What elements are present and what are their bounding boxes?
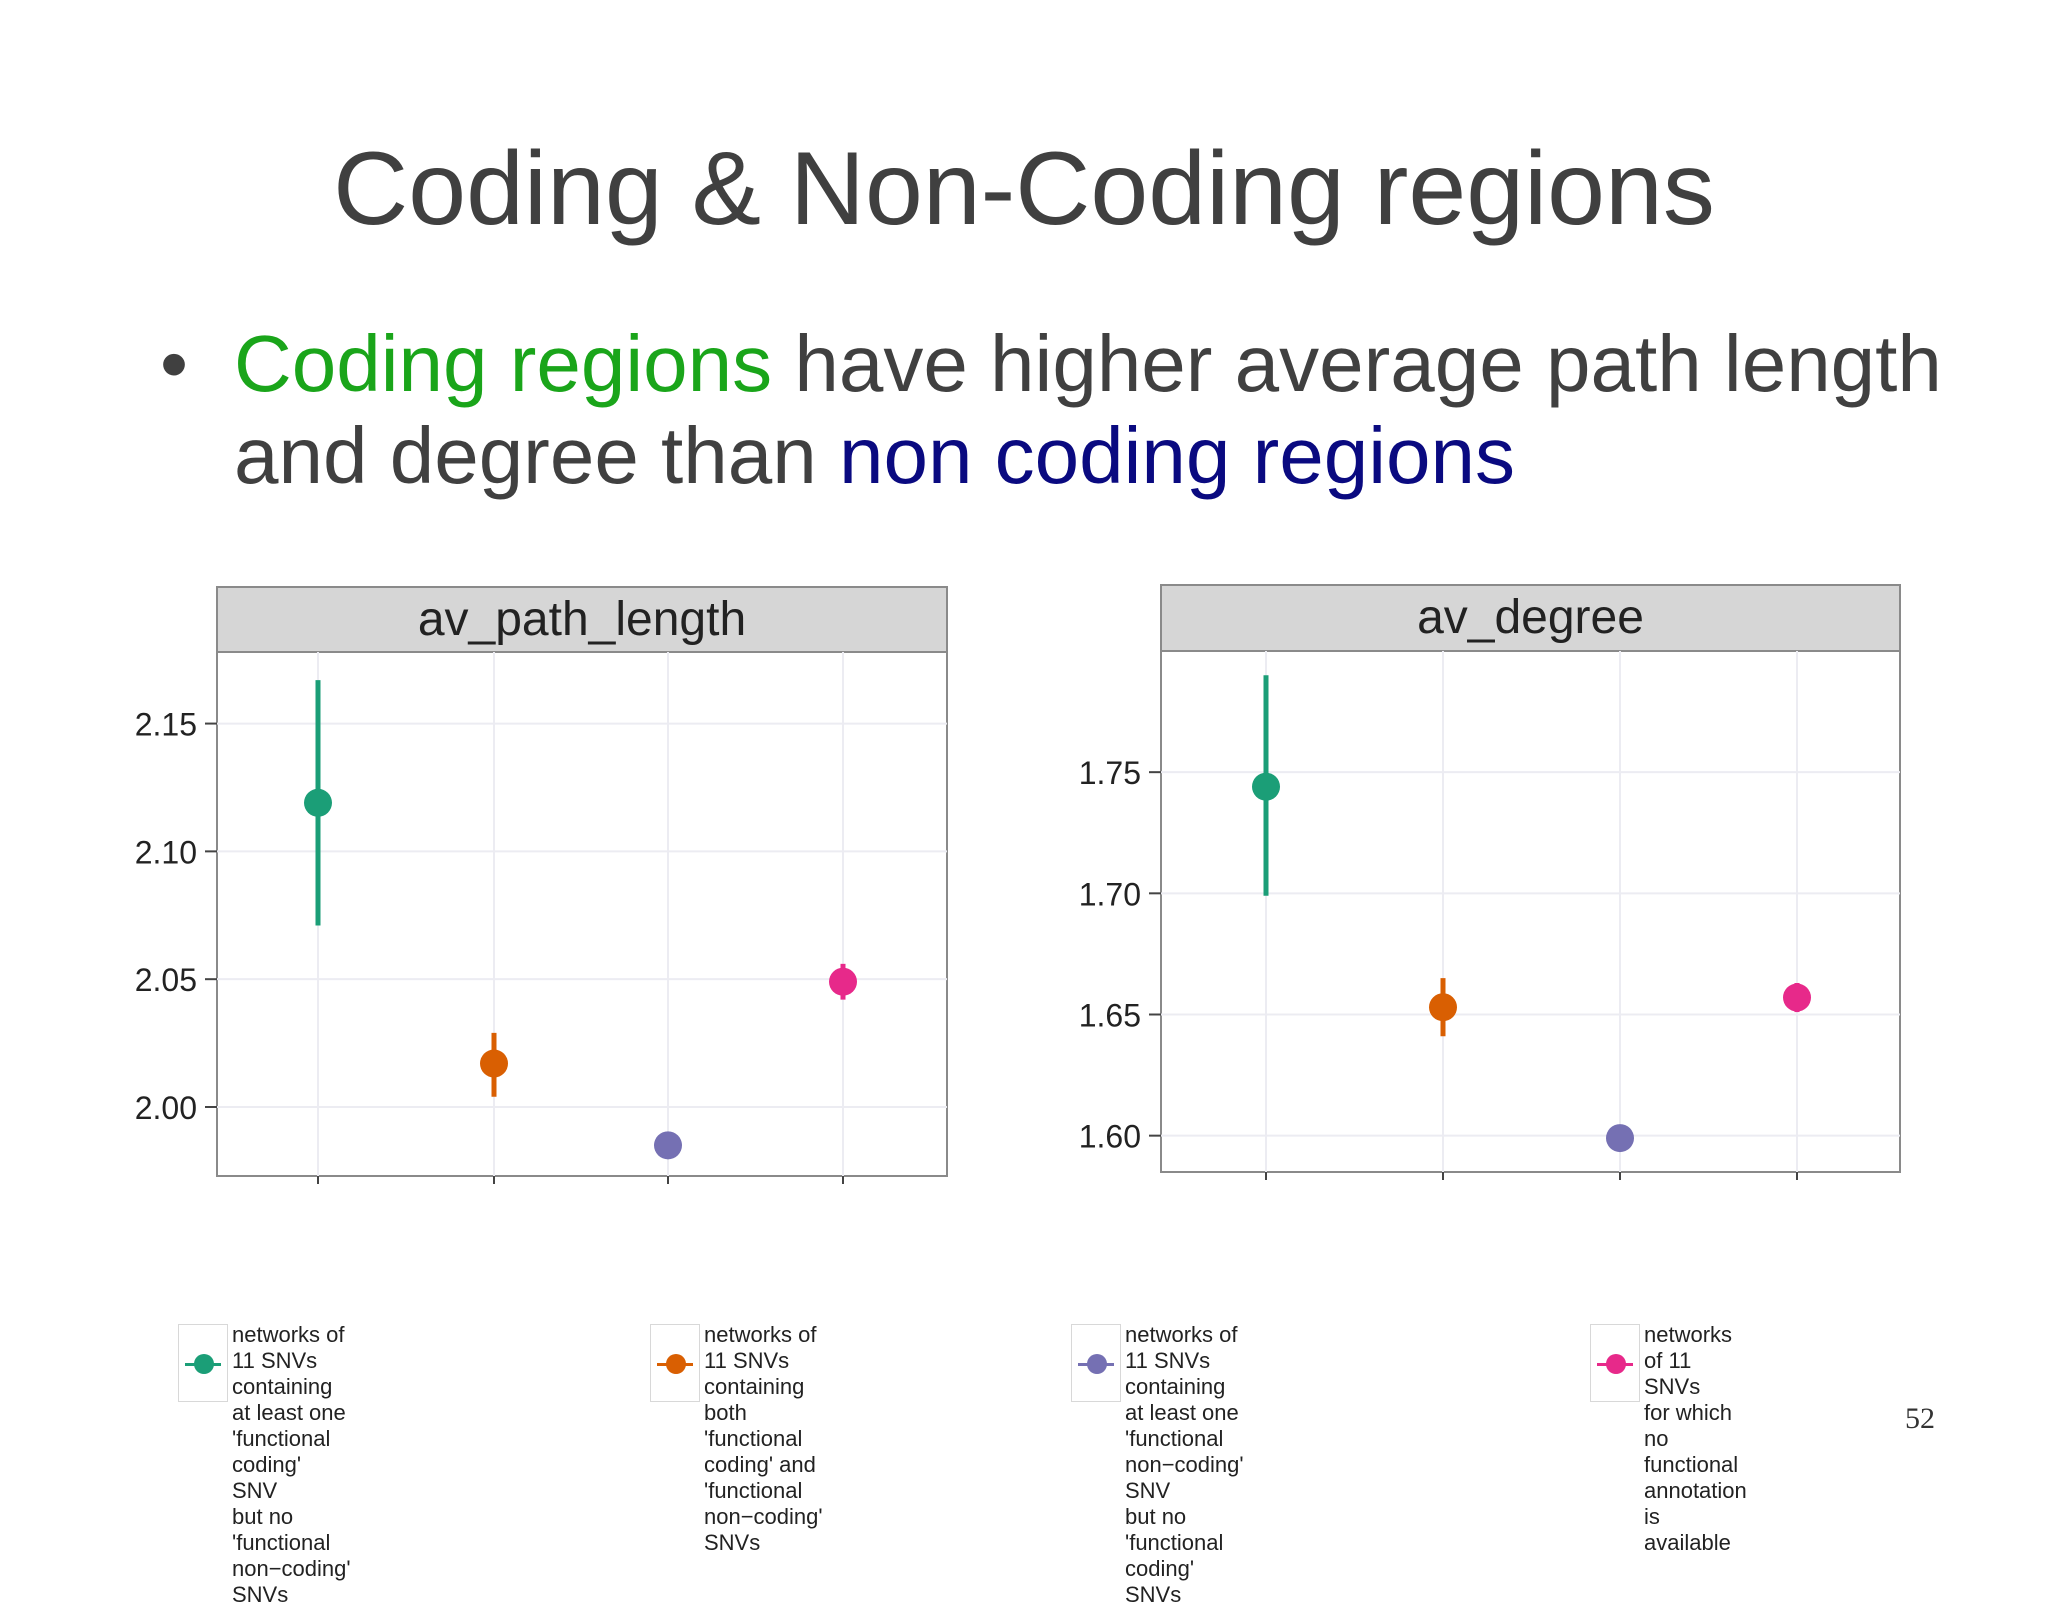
data-point <box>1429 993 1457 1022</box>
legend-key <box>1590 1324 1640 1402</box>
legend-key <box>178 1324 228 1402</box>
chart-legend: networks of 11 SNVs containing at least … <box>178 1322 1908 1607</box>
facet-title: av_degree <box>1417 591 1644 644</box>
data-point <box>1252 772 1280 801</box>
y-tick-label: 2.00 <box>135 1090 197 1126</box>
legend-key <box>650 1324 700 1402</box>
slide-title: Coding & Non-Coding regions <box>333 131 1715 247</box>
y-tick-label: 1.65 <box>1079 997 1141 1033</box>
legend-key <box>1071 1324 1121 1402</box>
y-tick-label: 2.10 <box>135 834 197 870</box>
plot-area <box>1160 650 1901 1173</box>
data-point <box>480 1049 508 1078</box>
plot-area <box>216 651 948 1177</box>
y-tick-label: 2.05 <box>135 962 197 998</box>
data-point <box>829 967 857 996</box>
y-tick-label: 1.60 <box>1079 1119 1141 1155</box>
y-tick-label: 1.70 <box>1079 876 1141 912</box>
bullet-symbol: • <box>160 319 189 408</box>
legend-label: networks of 11 SNVs for which no functio… <box>1644 1322 1747 1555</box>
y-tick-label: 2.15 <box>135 707 197 743</box>
data-point <box>1783 983 1811 1012</box>
coding-regions-highlight: Coding regions <box>234 319 773 408</box>
y-tick-label: 1.75 <box>1079 755 1141 791</box>
data-point <box>1606 1124 1634 1153</box>
non-coding-regions-highlight: non coding regions <box>838 411 1516 500</box>
bullet-middle-text: have higher average path length and degr… <box>234 319 1942 500</box>
data-point <box>304 788 332 817</box>
data-point <box>654 1131 682 1160</box>
legend-label: networks of 11 SNVs containing at least … <box>232 1322 351 1607</box>
facet-title: av_path_length <box>418 593 746 646</box>
facet-strip <box>216 586 948 653</box>
bullet-text: Coding regions have higher average path … <box>234 318 2034 502</box>
facet-strip <box>1160 584 1901 652</box>
faceted-point-chart: av_path_length 2.00 2.05 2.10 2.15 av_degree 1… <box>135 584 1901 1184</box>
legend-label: networks of 11 SNVs containing both 'fun… <box>704 1322 823 1555</box>
page-number: 52 <box>1905 1402 1935 1435</box>
legend-label: networks of 11 SNVs containing at least … <box>1125 1322 1244 1607</box>
